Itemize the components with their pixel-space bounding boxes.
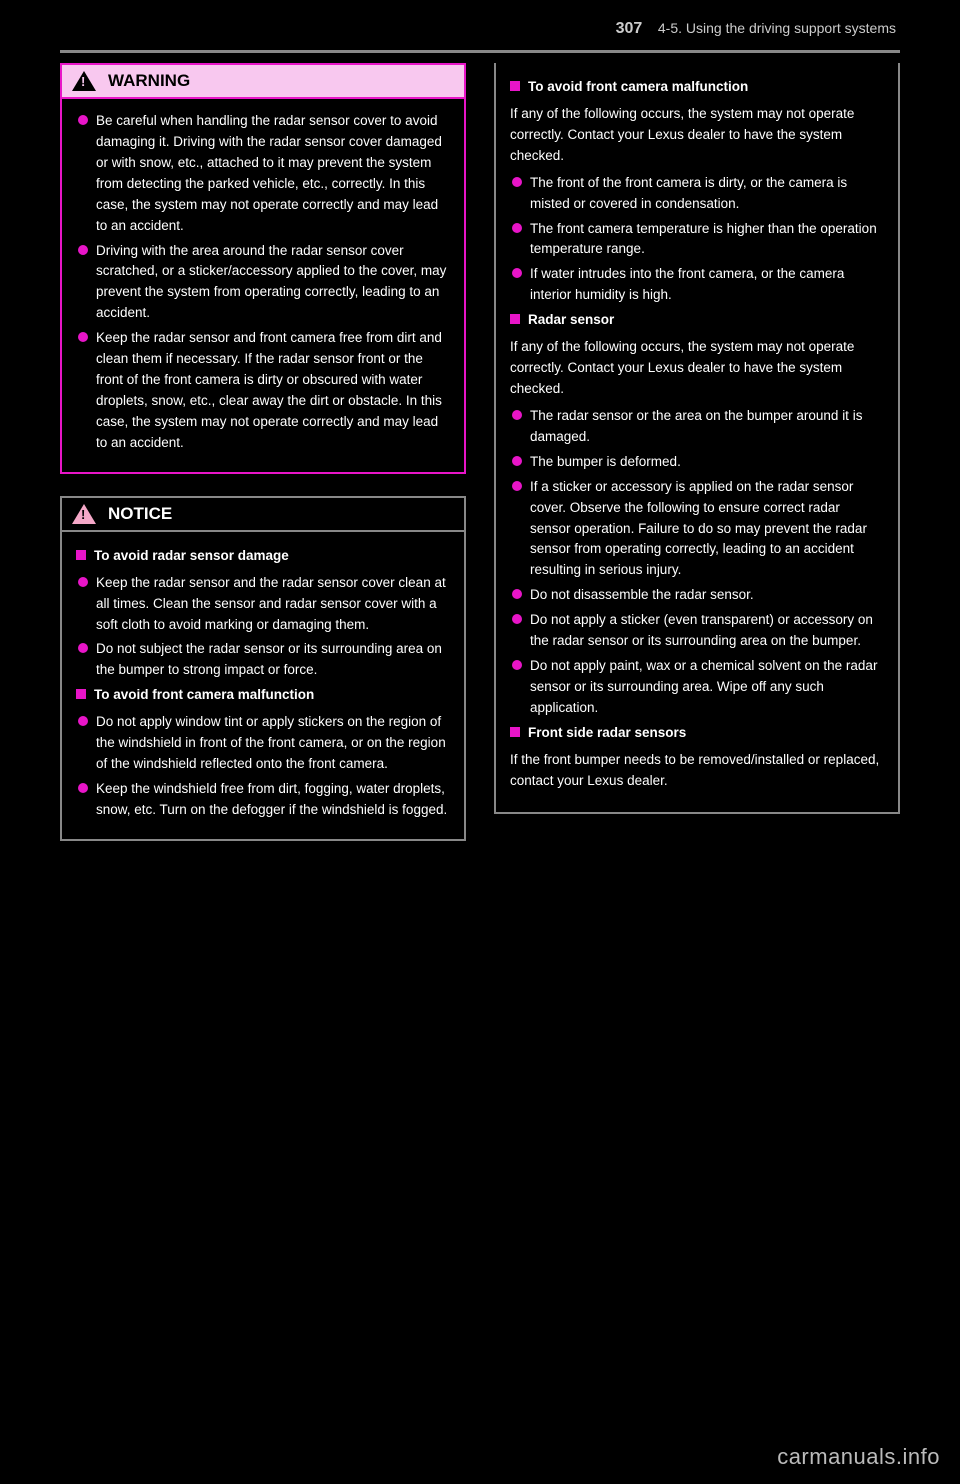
square-icon — [76, 550, 86, 560]
list-item: Keep the radar sensor and front camera f… — [76, 328, 450, 454]
square-icon — [76, 689, 86, 699]
list-item: Do not apply paint, wax or a chemical so… — [510, 656, 884, 719]
square-icon — [510, 314, 520, 324]
bullet-icon — [512, 177, 522, 187]
warning-icon — [72, 71, 96, 91]
bullet-icon — [78, 332, 88, 342]
paragraph: If the front bumper needs to be removed/… — [510, 750, 884, 792]
bullet-icon — [78, 643, 88, 653]
notice-title: NOTICE — [108, 504, 172, 524]
square-icon — [510, 81, 520, 91]
bullet-icon — [78, 115, 88, 125]
paragraph: If any of the following occurs, the syst… — [510, 104, 884, 167]
notice-icon — [72, 504, 96, 524]
bullet-icon — [78, 716, 88, 726]
header-divider — [60, 50, 900, 53]
list-item: Keep the windshield free from dirt, fogg… — [76, 779, 450, 821]
list-item: Driving with the area around the radar s… — [76, 241, 450, 325]
bullet-icon — [512, 481, 522, 491]
list-item: Do not apply a sticker (even transparent… — [510, 610, 884, 652]
bullet-icon — [512, 660, 522, 670]
subheading: Front side radar sensors — [510, 723, 884, 744]
subheading: To avoid front camera malfunction — [510, 77, 884, 98]
bullet-icon — [512, 268, 522, 278]
list-item: The radar sensor or the area on the bump… — [510, 406, 884, 448]
bullet-icon — [512, 614, 522, 624]
page-number: 307 — [616, 20, 643, 37]
warning-title: WARNING — [108, 71, 190, 91]
list-item: If a sticker or accessory is applied on … — [510, 477, 884, 582]
notice-box: NOTICE To avoid radar sensor damage Keep… — [60, 496, 466, 841]
bullet-icon — [512, 223, 522, 233]
list-item: The bumper is deformed. — [510, 452, 884, 473]
list-item: Keep the radar sensor and the radar sens… — [76, 573, 450, 636]
subheading: To avoid radar sensor damage — [76, 546, 450, 567]
bullet-icon — [512, 410, 522, 420]
list-item: If water intrudes into the front camera,… — [510, 264, 884, 306]
warning-box: WARNING Be careful when handling the rad… — [60, 63, 466, 474]
paragraph: If any of the following occurs, the syst… — [510, 337, 884, 400]
bullet-icon — [78, 783, 88, 793]
list-item: Do not subject the radar sensor or its s… — [76, 639, 450, 681]
subheading: To avoid front camera malfunction — [76, 685, 450, 706]
square-icon — [510, 727, 520, 737]
notice-header: NOTICE — [62, 498, 464, 532]
list-item: Do not disassemble the radar sensor. — [510, 585, 884, 606]
notice-box-continued: To avoid front camera malfunction If any… — [494, 63, 900, 814]
bullet-icon — [78, 245, 88, 255]
warning-header: WARNING — [62, 65, 464, 99]
subheading: Radar sensor — [510, 310, 884, 331]
list-item: Do not apply window tint or apply sticke… — [76, 712, 450, 775]
watermark: carmanuals.info — [777, 1444, 940, 1470]
bullet-icon — [78, 577, 88, 587]
list-item: The front of the front camera is dirty, … — [510, 173, 884, 215]
bullet-icon — [512, 456, 522, 466]
list-item: Be careful when handling the radar senso… — [76, 111, 450, 237]
bullet-icon — [512, 589, 522, 599]
section-title: 4-5. Using the driving support systems — [658, 20, 896, 36]
list-item: The front camera temperature is higher t… — [510, 219, 884, 261]
